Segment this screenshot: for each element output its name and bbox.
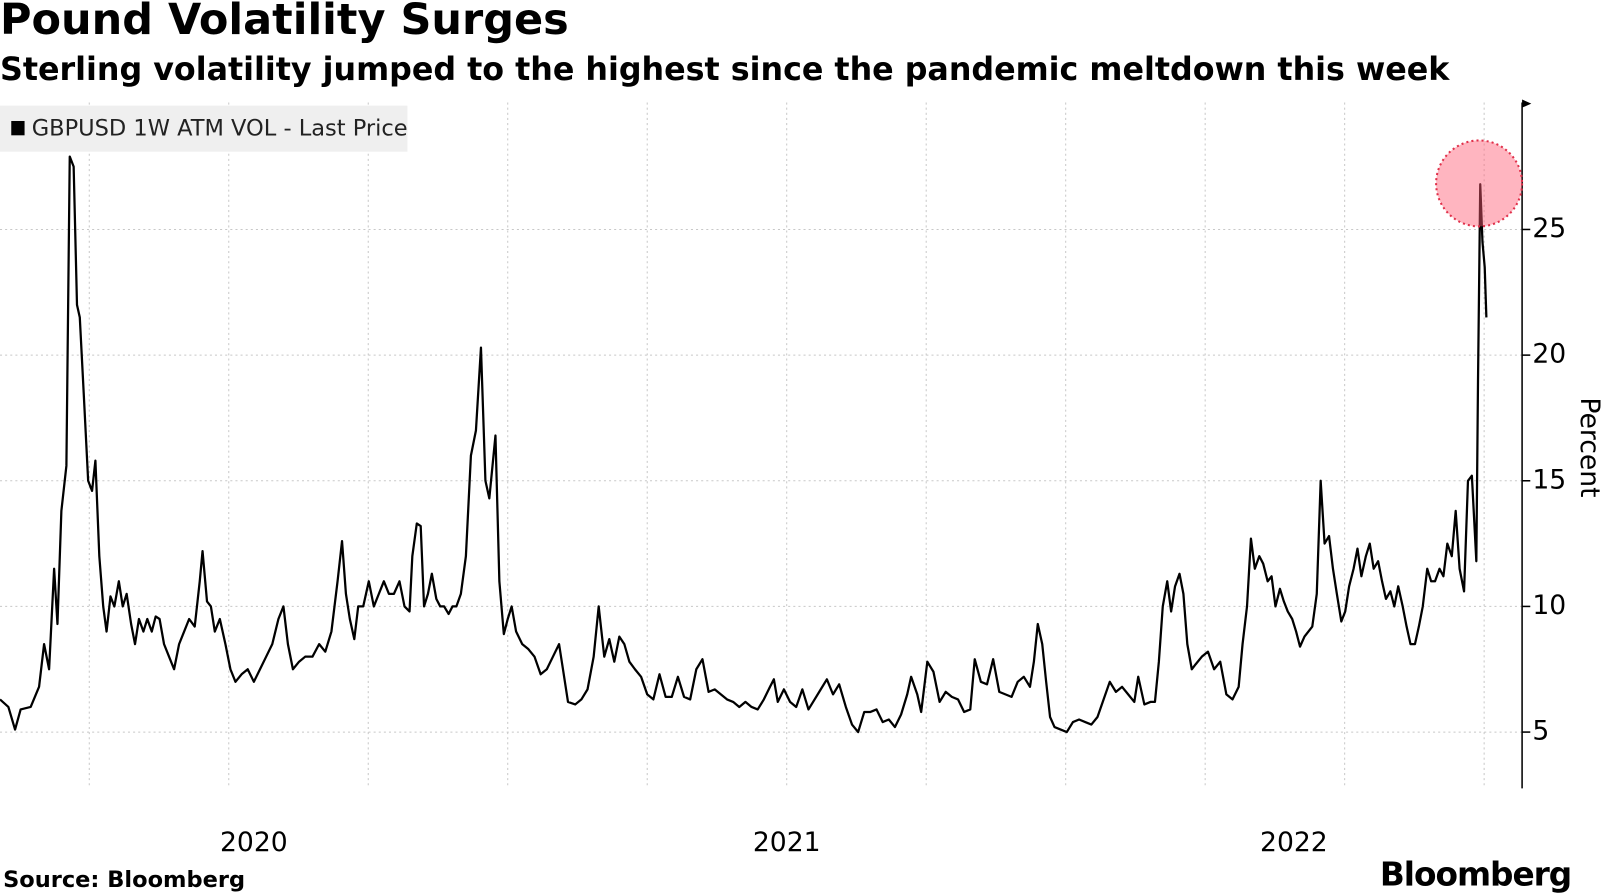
logo: Bloomberg bbox=[1380, 855, 1571, 893]
legend-swatch bbox=[11, 120, 25, 136]
highlight-circle bbox=[1435, 139, 1524, 228]
y-tick-label: 15 bbox=[1532, 464, 1566, 495]
chart-subtitle: Sterling volatility jumped to the highes… bbox=[0, 52, 1450, 88]
axis-arrow bbox=[1522, 99, 1532, 108]
axes: 5 10 15 20 25 2020 2021 2022 bbox=[220, 99, 1566, 858]
y-tick-label: 5 bbox=[1532, 716, 1549, 747]
y-axis-title: Percent bbox=[1574, 397, 1605, 497]
x-tick-label: 2020 bbox=[220, 827, 288, 858]
grid bbox=[0, 102, 1523, 789]
x-tick-label: 2022 bbox=[1260, 827, 1328, 858]
series-line bbox=[0, 155, 1488, 734]
source: Source: Bloomberg bbox=[3, 867, 245, 893]
x-tick-label: 2021 bbox=[753, 827, 821, 858]
plot-area bbox=[0, 155, 1488, 734]
y-tick-label: 25 bbox=[1532, 213, 1566, 244]
y-tick-label: 20 bbox=[1532, 339, 1566, 370]
legend: GBPUSD 1W ATM VOL - Last Price bbox=[0, 105, 408, 152]
legend-label: GBPUSD 1W ATM VOL - Last Price bbox=[32, 116, 408, 142]
legend-box bbox=[0, 105, 408, 152]
chart-title: Pound Volatility Surges bbox=[0, 0, 569, 45]
y-tick-label: 10 bbox=[1532, 590, 1566, 621]
